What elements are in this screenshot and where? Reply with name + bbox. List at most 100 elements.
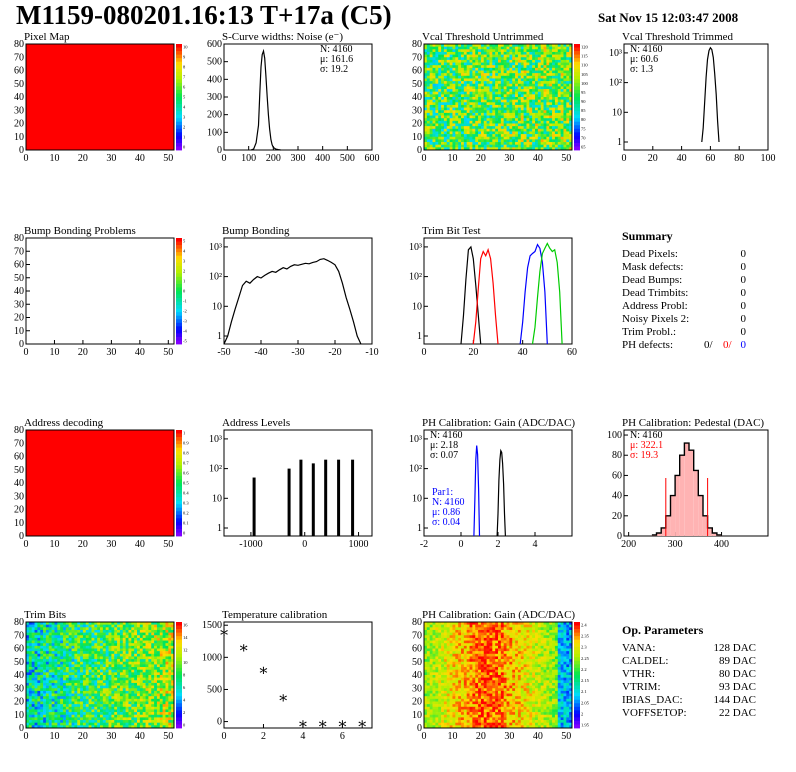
heatmap-cell [137,645,141,649]
heatmap-cell [523,107,527,111]
heatmap-cell [509,112,513,116]
heatmap-cell [85,725,89,729]
heatmap-cell [156,632,161,636]
heatmap-cell [529,44,533,47]
colorbar-segment [176,528,182,533]
heatmap-cell [546,57,550,61]
heatmap-cell [148,656,152,660]
heatmap-cell [569,142,573,145]
heatmap-cell [432,49,436,53]
heatmap-cell [526,57,530,61]
heatmap-cell [475,51,479,55]
heatmap-cell [162,675,166,678]
heatmap-cell [537,81,541,85]
heatmap-cell [65,667,69,670]
heatmap-cell [455,97,459,100]
heatmap-cell [65,669,69,673]
heatmap-cell [54,688,58,692]
heatmap-cell [520,97,524,100]
heatmap-cell [134,714,138,718]
heatmap-cell [424,78,428,82]
heatmap-cell [424,142,428,145]
heatmap-cell [108,656,112,660]
heatmap-cell [475,622,479,625]
heatmap-cell [500,97,504,100]
heatmap-cell [162,696,166,700]
heatmap-cell [34,653,38,657]
heatmap-cell [80,645,84,649]
heatmap-cell [435,67,439,71]
heatmap-cell [489,104,493,108]
heatmap-cell [557,104,561,108]
heatmap-cell [45,624,50,628]
heatmap-cell [552,126,556,130]
heatmap-cell [532,139,536,143]
heatmap-cell [535,107,539,111]
heatmap-cell [91,712,95,716]
heatmap-cell [515,94,519,98]
heatmap-cell [429,629,433,633]
heatmap-cell [45,712,50,716]
heatmap-cell [569,46,573,50]
heatmap-cell [506,51,510,55]
heatmap-cell [546,86,550,90]
pedestal-bar [679,455,685,536]
heatmap-cell [111,659,115,663]
heatmap-cell [509,134,513,138]
heatmap-cell [100,675,104,678]
heatmap-cell [441,49,445,53]
heatmap-cell [489,51,493,55]
heatmap-cell [520,49,524,53]
heatmap-cell [156,709,161,713]
heatmap-cell [489,112,493,116]
heatmap-cell [449,44,453,47]
heatmap-cell [156,696,161,700]
heatmap-cell [529,73,533,77]
heatmap-cell [432,89,436,92]
heatmap-cell [554,75,559,79]
series-line-blue [473,445,481,537]
heatmap-cell [438,59,442,63]
heatmap-cell [122,645,126,649]
heatmap-cell [563,65,567,69]
x-tick-label: 10 [447,731,457,742]
heatmap-cell [498,99,502,103]
heatmap-cell [37,722,41,726]
heatmap-cell [111,664,115,668]
heatmap-cell [543,139,547,143]
heatmap-cell [139,622,143,625]
heatmap-cell [26,627,30,631]
heatmap-cell [88,688,92,692]
heatmap-cell [159,720,163,723]
heatmap-cell [540,126,544,130]
heatmap-cell [449,115,453,119]
data-point: ∗ [317,716,328,733]
heatmap-cell [554,83,559,87]
heatmap-cell [165,635,169,639]
heatmap-cell [486,112,490,116]
colorbar-segment [574,51,580,55]
heatmap-cell [426,128,430,132]
y-tick-label: 10 [14,518,24,529]
heatmap-cell [31,698,35,702]
heatmap-cell [486,51,490,55]
heatmap-cell [438,46,442,50]
heatmap-cell [526,54,530,58]
heatmap-cell [557,67,561,71]
heatmap-cell [125,669,129,673]
heatmap-cell [458,136,462,140]
heatmap-cell [506,46,510,50]
heatmap-cell [108,648,112,652]
heatmap-cell [51,635,55,639]
heatmap-cell [557,75,561,79]
heatmap-cell [82,624,87,628]
heatmap-cell [111,656,115,660]
heatmap-cell [429,94,433,98]
heatmap-cell [480,62,485,66]
heatmap-cell [105,690,109,694]
heatmap-cell [546,70,550,74]
heatmap-cell [435,147,439,151]
heatmap-cell [68,675,72,678]
heatmap-cell [111,640,115,644]
heatmap-cell [45,709,50,713]
